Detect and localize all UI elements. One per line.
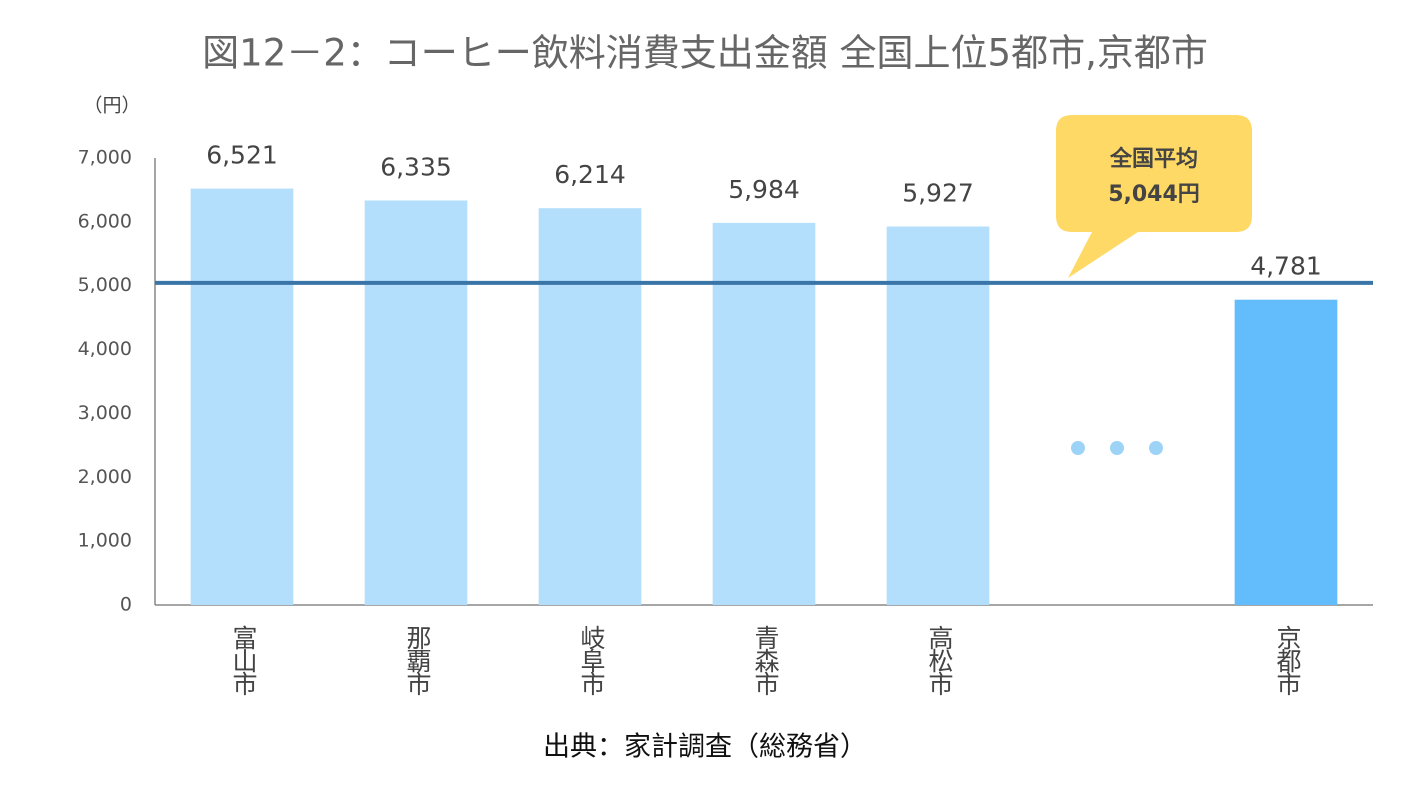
dot xyxy=(1149,441,1163,455)
bar xyxy=(538,208,642,605)
data-label: 6,335 xyxy=(380,152,452,181)
y-tick-label: 1,000 xyxy=(78,530,132,552)
data-label: 4,781 xyxy=(1250,252,1322,281)
dot xyxy=(1071,441,1085,455)
y-tick-label: 0 xyxy=(120,594,132,616)
x-tick-label: 青森市 xyxy=(751,625,780,696)
callout-value: 5,044円 xyxy=(1108,182,1200,207)
y-tick-label: 5,000 xyxy=(78,274,132,296)
source-note: 出典：家計調査（総務省） xyxy=(543,732,867,763)
dot xyxy=(1110,441,1124,455)
callout-label: 全国平均 xyxy=(1109,146,1198,172)
x-tick-label: 京都市 xyxy=(1273,625,1302,696)
ellipsis-dots xyxy=(1071,441,1163,455)
data-label: 6,214 xyxy=(554,160,626,189)
callout xyxy=(1056,115,1252,278)
x-tick-label: 那覇市 xyxy=(403,625,432,696)
y-tick-label: 3,000 xyxy=(78,402,132,424)
y-tick-label: 4,000 xyxy=(78,338,132,360)
data-label: 5,927 xyxy=(902,179,974,208)
x-tick-label: 高松市 xyxy=(925,625,954,696)
data-label: 5,984 xyxy=(728,175,800,204)
chart-title: 図12－2：コーヒー飲料消費支出金額 全国上位5都市,京都市 xyxy=(202,32,1208,75)
bar xyxy=(364,200,468,605)
bar xyxy=(1234,299,1338,605)
y-tick-label: 7,000 xyxy=(78,147,132,169)
bar xyxy=(886,226,990,605)
x-tick-label: 富山市 xyxy=(229,625,258,696)
bar xyxy=(712,222,816,606)
y-tick-label: 6,000 xyxy=(78,210,132,232)
y-tick-label: 2,000 xyxy=(78,466,132,488)
x-tick-label: 岐阜市 xyxy=(577,625,606,696)
y-axis-label: （円） xyxy=(83,95,140,117)
bar xyxy=(190,188,294,605)
data-label: 6,521 xyxy=(206,141,278,170)
